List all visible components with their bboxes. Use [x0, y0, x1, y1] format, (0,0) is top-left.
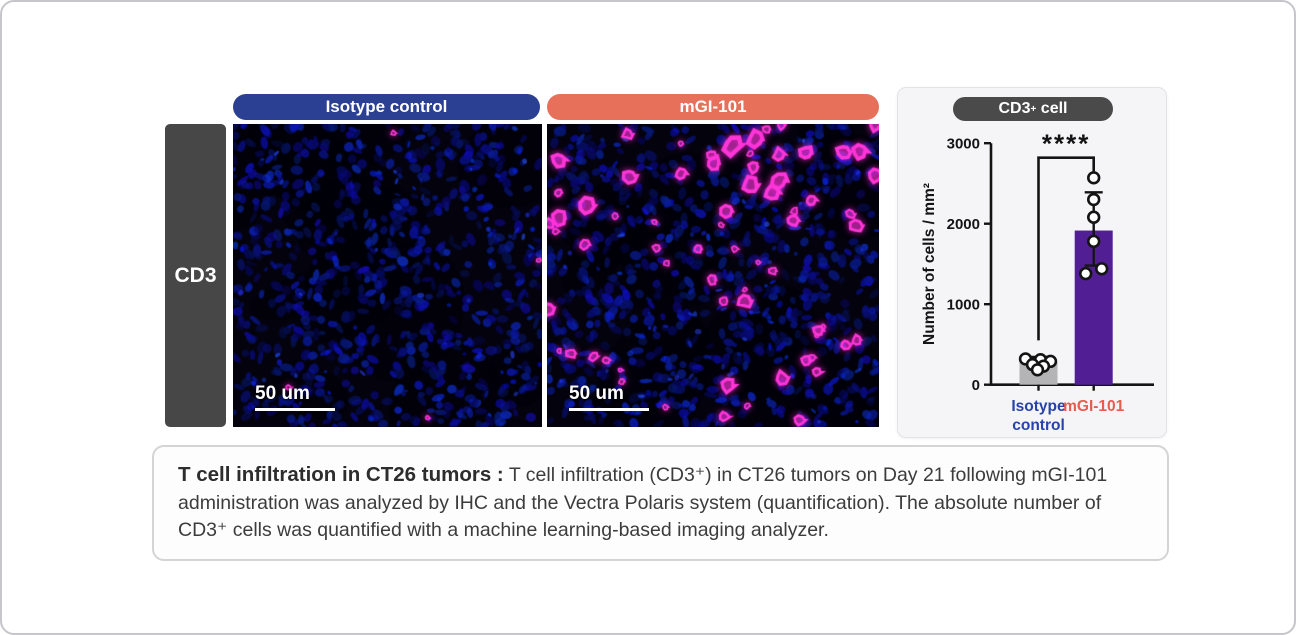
- cd3-row-label-text: CD3: [174, 263, 217, 287]
- y-tick-label: 0: [972, 377, 980, 394]
- chart-panel: 0 1000 2000 3000 Number of cells / mm² Isotyp…: [897, 87, 1167, 438]
- caption-body: T cell infiltration (CD3⁺) in CT26 tumor…: [178, 464, 1108, 542]
- y-tick-label: 2000: [947, 216, 980, 233]
- chart-title-pill: CD3+ cell: [953, 97, 1113, 121]
- chart-title-superscript: +: [1030, 104, 1037, 115]
- isotype-control-micrograph: [233, 124, 542, 427]
- data-point: [1079, 266, 1093, 281]
- isotype-control-header-pill: Isotype control: [233, 94, 540, 120]
- axes: [989, 143, 1154, 386]
- y-tick-label: 3000: [947, 136, 980, 153]
- significance-stars: ****: [1042, 129, 1090, 159]
- mgi-101-header-label: mGI-101: [679, 97, 747, 116]
- cd3-row-label: CD3: [165, 124, 226, 427]
- scale-bar-line: [255, 407, 335, 411]
- mgi-101-micrograph: [547, 124, 879, 427]
- x-category-label: mGI-101: [1063, 398, 1125, 415]
- y-axis-title: Number of cells / mm²: [921, 183, 938, 345]
- caption-box: T cell infiltration in CT26 tumors : T c…: [152, 445, 1169, 562]
- scale-bar-isotype: 50 um: [255, 382, 335, 411]
- x-category-label: Isotype: [1011, 398, 1066, 415]
- chart-title-main: CD3: [998, 100, 1031, 117]
- scale-bar-label: 50 um: [569, 382, 624, 404]
- caption-text: T cell infiltration in CT26 tumors : T c…: [178, 460, 1143, 545]
- data-point: [1087, 192, 1101, 207]
- data-point: [1087, 171, 1101, 185]
- caption-heading: T cell infiltration in CT26 tumors :: [178, 463, 504, 486]
- mgi-101-micrograph-frame: 50 um: [547, 124, 879, 427]
- scale-bar-line: [569, 407, 649, 411]
- scale-bar-mgi: 50 um: [569, 382, 649, 411]
- data-point: [1030, 363, 1045, 377]
- data-point: [1087, 210, 1101, 224]
- y-tick-label: 1000: [947, 297, 980, 314]
- mgi-101-header-pill: mGI-101: [547, 94, 879, 120]
- x-category-label: control: [1012, 417, 1065, 434]
- scale-bar-label: 50 um: [255, 382, 310, 404]
- data-point: [1095, 262, 1109, 276]
- significance-bracket: [1037, 156, 1095, 341]
- data-point: [1087, 234, 1101, 249]
- chart-title-rest: cell: [1036, 100, 1068, 117]
- cd3-bar-chart: 0 1000 2000 3000 Number of cells / mm² Isotyp…: [921, 129, 1154, 434]
- isotype-control-header-label: Isotype control: [325, 97, 448, 116]
- isotype-control-micrograph-frame: 50 um: [233, 124, 542, 427]
